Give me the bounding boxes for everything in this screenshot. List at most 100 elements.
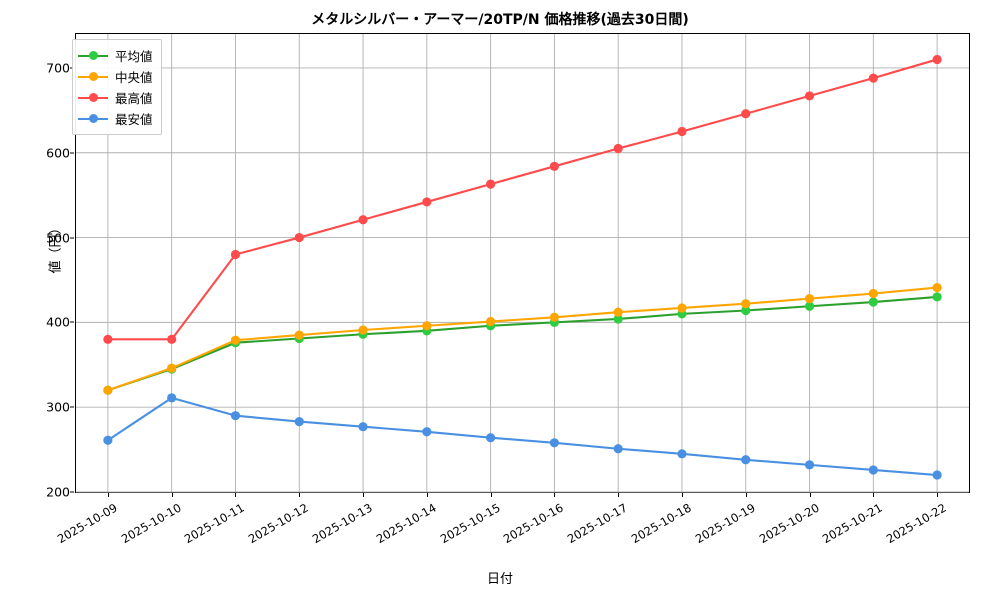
- data-point: [868, 73, 878, 83]
- x-tick-mark: [363, 493, 365, 497]
- y-tick-label: 600: [46, 145, 70, 161]
- data-point: [613, 314, 623, 324]
- x-tick-label: 2025-10-20: [756, 500, 822, 547]
- legend-label: 平均値: [115, 49, 153, 64]
- x-tick-mark: [681, 493, 683, 497]
- x-tick-label: 2025-10-16: [501, 500, 567, 547]
- data-point: [868, 297, 878, 307]
- x-tick-label: 2025-10-12: [246, 500, 311, 547]
- legend-item-最高値[interactable]: 最高値: [78, 87, 153, 108]
- data-point: [549, 161, 559, 171]
- series-中央値: [103, 282, 942, 395]
- x-tick-label: 2025-10-21: [820, 500, 886, 547]
- data-series-layer: [103, 54, 942, 480]
- data-point: [294, 330, 304, 340]
- x-tick-label: 2025-10-18: [628, 500, 694, 547]
- y-tick-label: 400: [46, 314, 70, 330]
- x-tick-mark: [107, 493, 109, 497]
- y-tick-mark: [70, 152, 74, 154]
- y-tick-label: 300: [46, 399, 70, 415]
- x-tick-label: 2025-10-17: [565, 500, 630, 547]
- y-tick-mark: [70, 237, 74, 239]
- data-point: [932, 470, 942, 480]
- legend-marker-icon: [78, 49, 108, 63]
- data-point: [549, 312, 559, 322]
- data-point: [358, 422, 368, 432]
- legend-item-中央値[interactable]: 中央値: [78, 66, 153, 87]
- data-point: [613, 307, 623, 317]
- data-point: [677, 126, 687, 137]
- y-axis-ticks: 200 300 400 500 600 700: [18, 33, 74, 500]
- series-最安値: [103, 393, 942, 480]
- data-point: [868, 288, 878, 299]
- data-point: [294, 417, 304, 427]
- data-point: [932, 282, 942, 293]
- x-tick-label: 2025-10-13: [309, 500, 375, 547]
- x-tick-mark: [299, 493, 301, 497]
- legend-item-最安値[interactable]: 最安値: [78, 108, 153, 129]
- data-point: [486, 433, 496, 443]
- x-tick-label: 2025-10-15: [437, 500, 503, 547]
- y-tick-mark: [70, 321, 74, 323]
- gridlines: [76, 34, 969, 493]
- data-point: [422, 321, 432, 331]
- data-point: [358, 325, 368, 335]
- data-point: [804, 301, 815, 311]
- legend-marker-icon: [78, 91, 108, 105]
- series-最高値: [103, 54, 942, 344]
- x-tick-mark: [809, 493, 811, 497]
- data-point: [294, 232, 304, 243]
- data-point: [741, 109, 751, 119]
- data-point: [230, 249, 241, 260]
- data-point: [358, 215, 368, 225]
- data-point: [613, 143, 623, 154]
- legend-item-平均値[interactable]: 平均値: [78, 45, 153, 66]
- y-tick-mark: [70, 491, 74, 493]
- data-point: [167, 334, 177, 344]
- legend-marker-icon: [78, 70, 108, 84]
- chart-title: メタルシルバー・アーマー/20TP/N 価格推移(過去30日間): [311, 12, 689, 28]
- data-point: [677, 303, 687, 313]
- x-tick-label: 2025-10-10: [118, 500, 184, 547]
- data-point: [167, 363, 177, 373]
- data-point: [677, 449, 687, 459]
- data-point: [804, 460, 815, 470]
- x-tick-mark: [873, 493, 875, 497]
- legend-marker-icon: [78, 112, 108, 126]
- data-point: [230, 335, 241, 345]
- data-point: [804, 91, 815, 101]
- y-tick-label: 700: [46, 60, 70, 76]
- x-tick-mark: [171, 493, 173, 497]
- data-point: [549, 438, 559, 448]
- data-point: [741, 305, 751, 316]
- data-point: [741, 455, 751, 465]
- legend-label: 最高値: [115, 91, 153, 106]
- data-point: [741, 299, 751, 309]
- x-tick-label: 2025-10-22: [883, 500, 949, 547]
- data-point: [103, 334, 113, 344]
- data-point: [804, 294, 815, 304]
- data-point: [230, 411, 241, 421]
- x-tick-label: 2025-10-19: [692, 500, 758, 547]
- legend-label: 中央値: [115, 70, 153, 85]
- x-tick-mark: [554, 493, 556, 497]
- x-axis-label: 日付: [486, 572, 513, 587]
- y-tick-mark: [70, 406, 74, 408]
- x-tick-mark: [426, 493, 428, 497]
- x-tick-mark: [490, 493, 492, 497]
- x-tick-mark: [745, 493, 747, 497]
- data-point: [932, 54, 942, 65]
- legend-label: 最安値: [115, 112, 153, 127]
- data-point: [422, 427, 432, 437]
- x-axis-ticks: 2025-10-09 2025-10-10 2025-10-11 2025-10-12…: [55, 493, 970, 563]
- chart-legend: 平均値中央値最高値最安値: [72, 39, 162, 135]
- data-point: [868, 465, 878, 475]
- plot-area: [75, 33, 970, 493]
- data-point: [932, 292, 942, 302]
- x-tick-label: 2025-10-11: [182, 500, 248, 547]
- data-point: [486, 316, 496, 327]
- data-point: [422, 197, 432, 207]
- x-tick-mark: [235, 493, 237, 497]
- y-tick-label: 200: [46, 484, 70, 500]
